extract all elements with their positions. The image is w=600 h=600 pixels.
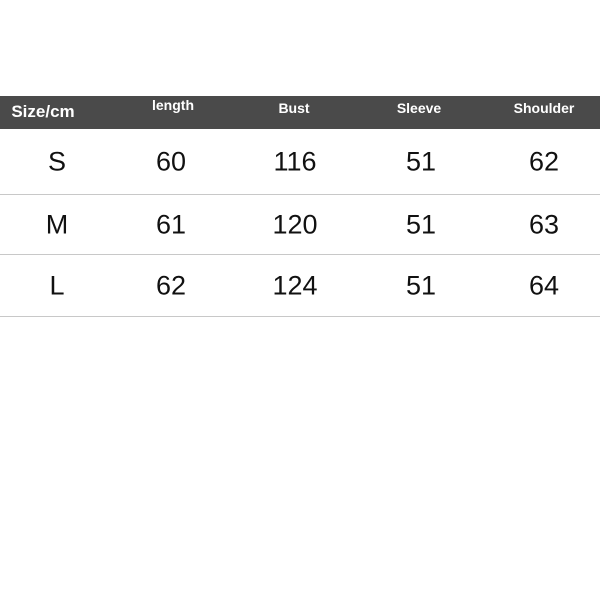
cell-bust: 120 (272, 209, 318, 239)
cell-shoulder: 63 (528, 209, 560, 239)
header-size: Size/cm (11, 102, 75, 121)
header-sleeve: Sleeve (396, 100, 442, 116)
cell-bust: 116 (273, 146, 317, 177)
header-bust: Bust (278, 100, 310, 116)
cell-length: 62 (155, 270, 187, 300)
cell-shoulder: 62 (528, 146, 560, 177)
table-header: Size/cm length Bust Sleeve Shoulder (0, 96, 600, 129)
cell-size: M (45, 209, 69, 239)
cell-length: 61 (155, 209, 187, 239)
table-row: M 61 120 51 63 (0, 195, 600, 255)
cell-sleeve: 51 (405, 270, 437, 300)
cell-size: S (47, 146, 67, 177)
cell-length: 60 (155, 146, 187, 177)
table-row: L 62 124 51 64 (0, 255, 600, 317)
cell-shoulder: 64 (528, 270, 560, 300)
header-length: length (152, 97, 194, 113)
table-row: S 60 116 51 62 (0, 130, 600, 195)
cell-sleeve: 51 (405, 146, 437, 177)
cell-size: L (49, 270, 65, 300)
cell-sleeve: 51 (405, 209, 437, 239)
cell-bust: 124 (272, 270, 318, 300)
header-shoulder: Shoulder (513, 100, 575, 116)
